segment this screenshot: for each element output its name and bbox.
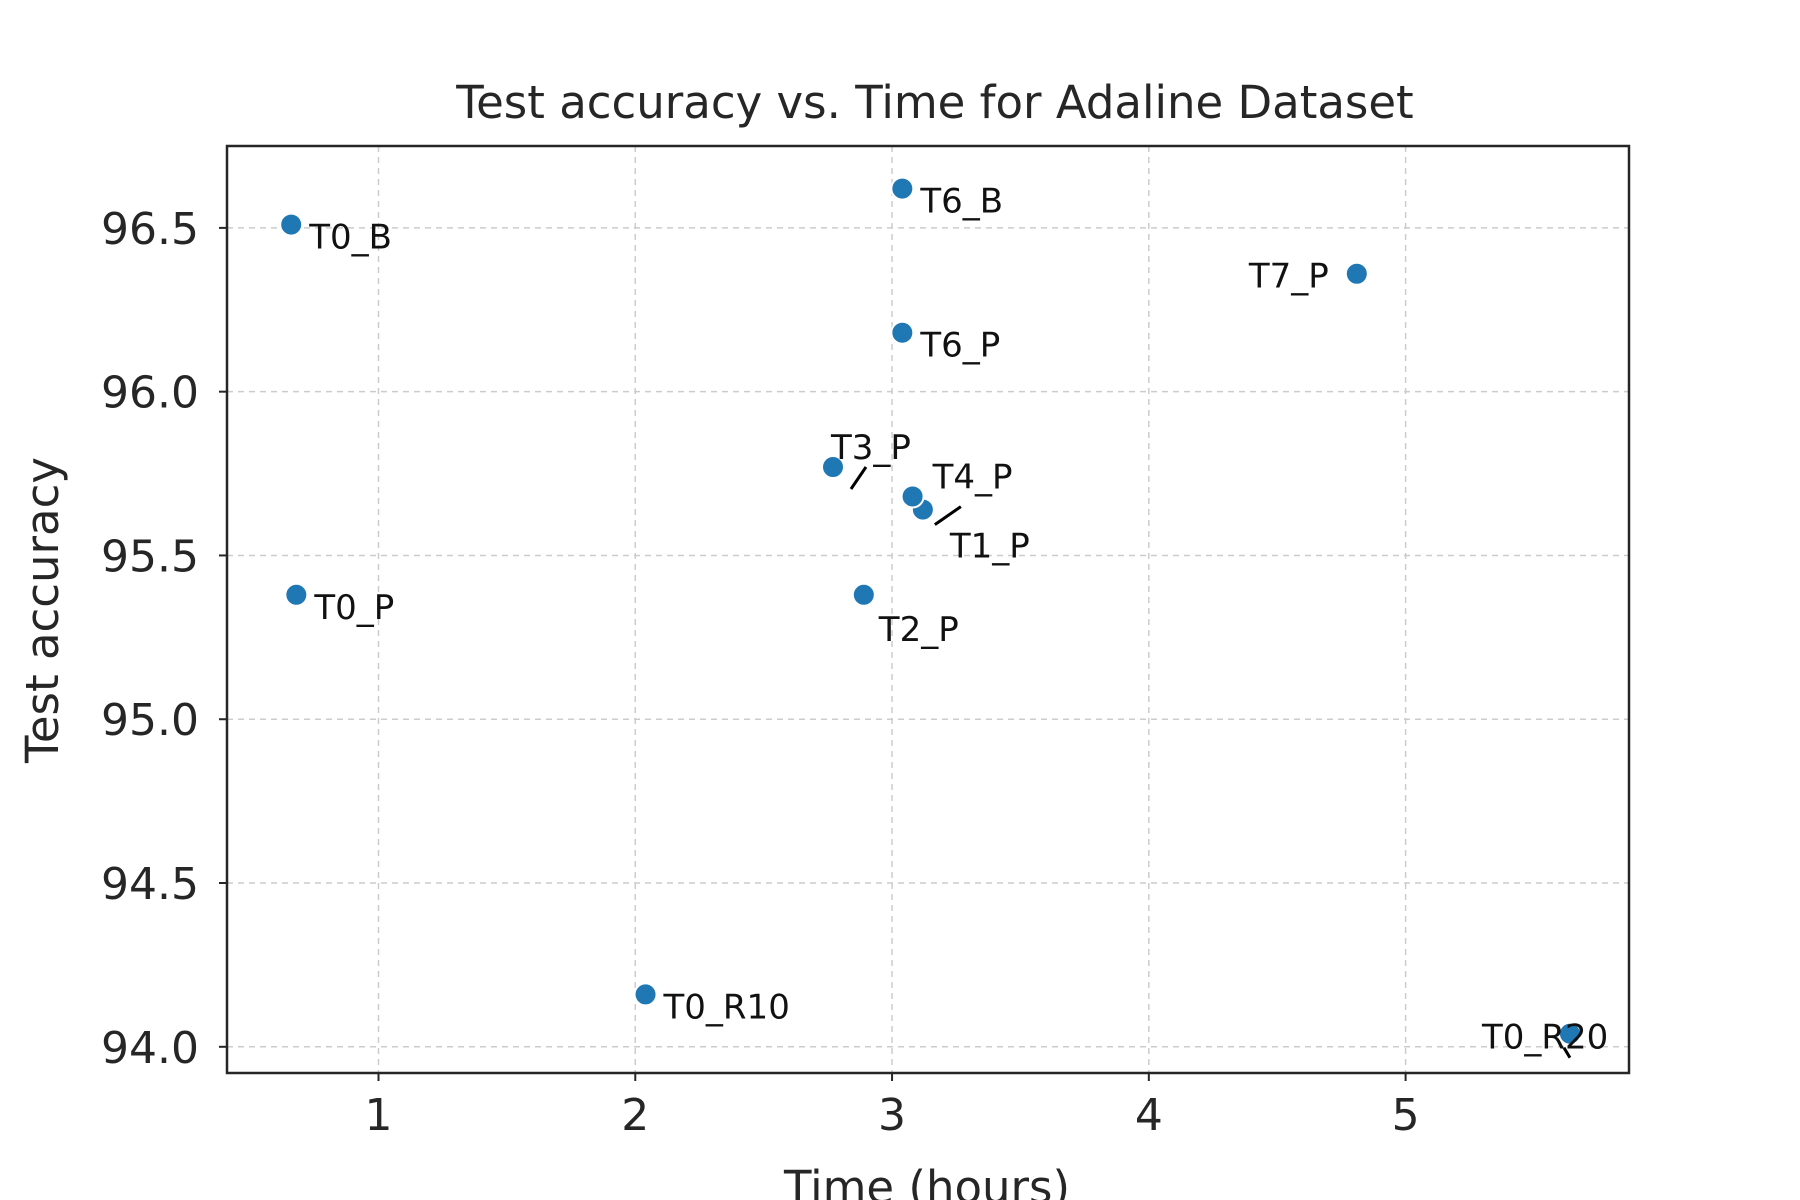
y-tick-label: 95.0 bbox=[101, 695, 199, 746]
scatter-point bbox=[851, 582, 876, 607]
x-axis-label: Time (hours) bbox=[783, 1161, 1070, 1200]
scatter-point bbox=[820, 455, 845, 480]
scatter-point bbox=[1557, 1021, 1582, 1046]
point-label: T3_P bbox=[830, 428, 911, 468]
scatter-point bbox=[633, 982, 658, 1007]
point-label: T0_R20 bbox=[1481, 1018, 1608, 1058]
label-leader-line bbox=[1562, 1046, 1572, 1059]
x-tick-label: 1 bbox=[364, 1090, 392, 1141]
tick-layer: 1 2 3 4 5 94.0 94.5 95.0 95.5 96.0 96.5 bbox=[101, 204, 1420, 1141]
scatter-point bbox=[890, 320, 915, 345]
point-label: T7_P bbox=[1248, 257, 1329, 297]
point-label: T6_B bbox=[919, 182, 1003, 222]
chart-title: Test accuracy vs. Time for Adaline Datas… bbox=[455, 76, 1413, 129]
scatter-point bbox=[1344, 261, 1369, 286]
plot-frame bbox=[225, 144, 1631, 1075]
label-leader-line bbox=[849, 466, 868, 490]
point-layer bbox=[279, 176, 1582, 1046]
x-tick-label: 3 bbox=[878, 1090, 906, 1141]
point-label: T0_B bbox=[308, 218, 392, 258]
y-axis-label: Test accuracy bbox=[16, 457, 69, 764]
y-tick-label: 96.5 bbox=[101, 204, 199, 255]
label-leader-line bbox=[934, 505, 962, 526]
point-label: T4_P bbox=[932, 457, 1013, 497]
point-label: T6_P bbox=[919, 326, 1000, 366]
scatter-point bbox=[900, 484, 925, 509]
y-tick-label: 96.0 bbox=[101, 368, 199, 419]
point-label: T2_P bbox=[878, 610, 959, 650]
y-tick-label: 94.5 bbox=[101, 859, 199, 910]
scatter-point bbox=[890, 176, 915, 201]
y-tick-label: 95.5 bbox=[101, 531, 199, 582]
x-tick-label: 5 bbox=[1392, 1090, 1420, 1141]
scatter-point bbox=[284, 582, 309, 607]
point-label: T1_P bbox=[949, 527, 1030, 567]
x-tick-label: 2 bbox=[621, 1090, 649, 1141]
point-label: T0_R10 bbox=[663, 987, 790, 1027]
grid-layer bbox=[227, 146, 1629, 1073]
x-tick-label: 4 bbox=[1135, 1090, 1163, 1141]
scatter-point bbox=[279, 212, 304, 237]
point-label: T0_P bbox=[313, 588, 394, 628]
leader-layer bbox=[849, 466, 1572, 1059]
label-layer: T0_B T0_P T0_R10 T0_R20 T1_P T2_P T3_P T4_P T6_B… bbox=[308, 182, 1608, 1058]
y-tick-label: 94.0 bbox=[101, 1023, 199, 1074]
